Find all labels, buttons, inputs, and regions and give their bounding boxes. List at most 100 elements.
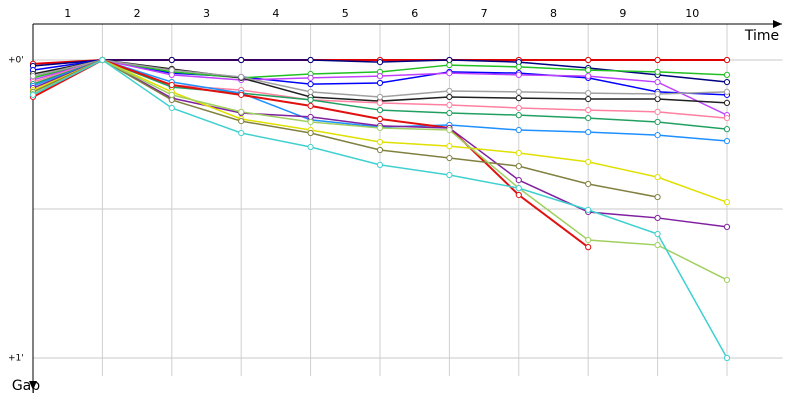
- data-point: [307, 113, 314, 121]
- data-point: [376, 138, 384, 146]
- data-point: [168, 96, 175, 104]
- x-tick-label: 5: [342, 7, 349, 20]
- data-point: [376, 161, 384, 168]
- x-tick-label: 4: [272, 7, 279, 20]
- data-point: [446, 61, 453, 69]
- data-point: [515, 104, 522, 112]
- data-point: [238, 108, 245, 115]
- data-point: [654, 78, 661, 86]
- data-point: [376, 106, 384, 114]
- y-axis-label: Gap: [12, 378, 40, 394]
- data-point: [307, 118, 314, 126]
- data-point: [723, 71, 731, 79]
- data-point: [515, 71, 522, 79]
- data-point: [376, 72, 384, 80]
- data-point: [376, 93, 384, 101]
- data-point: [515, 176, 522, 184]
- data-point: [446, 109, 453, 117]
- data-point: [515, 95, 522, 102]
- data-point: [654, 68, 661, 76]
- data-point: [585, 67, 592, 74]
- data-point: [515, 191, 522, 199]
- data-point: [585, 206, 592, 213]
- data-point: [654, 90, 661, 98]
- series-line: [32, 59, 658, 198]
- data-point: [723, 78, 731, 86]
- y-tick-label: +1': [8, 354, 24, 364]
- data-point: [654, 56, 661, 64]
- x-axis-label: Time: [744, 28, 779, 44]
- data-point: [515, 149, 522, 157]
- data-point: [238, 117, 245, 125]
- data-point: [446, 171, 453, 179]
- data-point: [29, 91, 37, 98]
- data-point: [307, 56, 314, 64]
- data-point: [654, 108, 661, 115]
- x-tick-label: 10: [685, 7, 699, 20]
- data-point: [585, 115, 592, 122]
- y-tick-label: +0': [8, 56, 24, 66]
- data-point: [168, 91, 175, 98]
- data-point: [723, 276, 731, 284]
- data-point: [654, 174, 661, 181]
- data-point: [446, 101, 453, 109]
- data-point: [723, 199, 731, 206]
- data-point: [585, 95, 592, 103]
- data-point: [307, 74, 314, 81]
- data-point: [307, 81, 314, 88]
- data-point: [515, 185, 522, 192]
- data-point: [515, 126, 522, 134]
- data-point: [585, 56, 592, 64]
- x-tick-label: 1: [64, 7, 71, 20]
- data-point: [654, 230, 661, 238]
- data-point: [168, 56, 175, 64]
- data-point: [585, 106, 592, 114]
- data-point: [446, 126, 453, 134]
- x-tick-label: 9: [619, 7, 626, 20]
- data-point: [723, 223, 731, 230]
- data-point: [723, 137, 731, 145]
- data-point: [654, 118, 661, 126]
- data-point: [307, 96, 314, 104]
- data-point: [307, 88, 314, 95]
- data-point: [168, 104, 175, 112]
- data-point: [723, 126, 731, 133]
- data-point: [585, 158, 592, 166]
- data-point: [585, 180, 592, 188]
- data-point: [376, 146, 384, 154]
- data-point: [99, 56, 106, 64]
- data-point: [585, 89, 592, 97]
- data-point: [446, 70, 453, 77]
- data-point: [654, 241, 661, 249]
- x-tick-label: 3: [203, 7, 210, 20]
- data-point: [446, 93, 453, 101]
- x-tick-label: 7: [481, 7, 488, 20]
- data-point: [307, 129, 314, 137]
- data-point: [585, 244, 592, 251]
- data-point: [238, 56, 245, 64]
- data-point: [446, 143, 453, 150]
- data-point: [168, 81, 175, 89]
- data-point: [723, 115, 731, 122]
- data-point: [654, 214, 661, 222]
- x-tick-label: 2: [134, 7, 141, 20]
- data-point: [515, 162, 522, 170]
- data-point: [238, 91, 245, 98]
- data-point: [515, 88, 522, 95]
- data-point: [168, 67, 175, 74]
- data-point: [654, 193, 661, 201]
- data-point: [585, 129, 592, 136]
- x-tick-label: 8: [550, 7, 557, 20]
- data-point: [654, 95, 661, 103]
- data-point: [376, 99, 384, 107]
- data-point: [446, 154, 453, 162]
- data-point: [376, 58, 384, 66]
- data-point: [585, 72, 592, 80]
- data-point: [238, 73, 245, 81]
- data-point: [376, 124, 384, 132]
- data-point: [654, 131, 661, 139]
- data-point: [723, 99, 731, 107]
- data-point: [376, 115, 384, 123]
- data-point: [723, 354, 731, 362]
